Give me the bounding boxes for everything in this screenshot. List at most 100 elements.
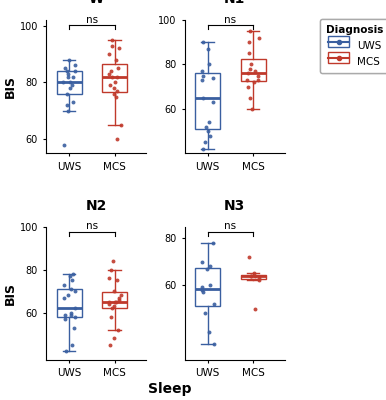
Point <box>115 45 122 52</box>
Point <box>205 128 211 134</box>
Point <box>110 90 117 97</box>
Point <box>210 99 216 106</box>
Point <box>68 310 74 316</box>
Point <box>118 292 124 299</box>
Point <box>200 289 207 295</box>
Point <box>112 299 119 305</box>
Legend: UWS, MCS: UWS, MCS <box>320 18 386 73</box>
Point <box>245 254 252 260</box>
Point <box>110 258 116 264</box>
Point <box>246 39 252 46</box>
Point <box>67 79 73 86</box>
Point <box>207 282 213 288</box>
Point <box>63 348 69 354</box>
Point <box>108 74 115 80</box>
Point <box>61 294 67 301</box>
Point <box>211 340 217 347</box>
Point <box>70 74 76 80</box>
Point <box>198 284 205 291</box>
Point <box>114 65 120 72</box>
Point <box>198 68 205 74</box>
Point <box>106 51 112 57</box>
Text: ns: ns <box>224 15 236 25</box>
Point <box>249 106 255 112</box>
Point <box>62 316 68 322</box>
Point <box>199 287 205 293</box>
Point <box>111 303 117 310</box>
Point <box>248 61 254 68</box>
Point <box>254 77 261 83</box>
Point <box>246 50 252 56</box>
Point <box>111 85 117 91</box>
Point <box>72 62 78 68</box>
Point <box>69 271 76 277</box>
Point <box>113 93 119 100</box>
Point <box>199 77 205 83</box>
Point <box>108 266 114 273</box>
Point <box>108 37 115 43</box>
Point <box>247 66 253 72</box>
Point <box>255 72 261 79</box>
Point <box>65 74 71 80</box>
Point <box>200 39 206 46</box>
Point <box>69 277 75 284</box>
Point <box>210 74 216 81</box>
Point <box>61 65 68 72</box>
Point <box>115 327 122 333</box>
Point <box>113 56 119 63</box>
Point <box>248 272 254 279</box>
Point <box>252 68 258 74</box>
Point <box>110 159 116 165</box>
Point <box>66 85 73 91</box>
Point <box>61 142 68 148</box>
Point <box>106 71 112 77</box>
Point <box>72 305 78 312</box>
Point <box>65 108 71 114</box>
Point <box>200 72 206 79</box>
Point <box>109 305 115 312</box>
Point <box>210 301 217 307</box>
Point <box>65 292 71 299</box>
Point <box>108 68 114 74</box>
Point <box>111 288 117 294</box>
Point <box>69 99 76 106</box>
Point <box>204 266 210 272</box>
Point <box>252 272 259 279</box>
Point <box>63 102 69 108</box>
Point <box>116 296 122 303</box>
Point <box>108 314 114 320</box>
Point <box>116 294 122 301</box>
Point <box>256 275 262 281</box>
Point <box>113 74 120 80</box>
Point <box>245 70 251 76</box>
Point <box>64 90 70 97</box>
PathPatch shape <box>240 275 266 279</box>
Point <box>256 277 262 284</box>
Point <box>245 84 251 90</box>
Text: ns: ns <box>224 221 236 231</box>
Point <box>113 88 120 94</box>
Point <box>205 46 211 52</box>
Title: N3: N3 <box>224 199 245 213</box>
Point <box>113 299 119 305</box>
Point <box>110 335 117 342</box>
Point <box>256 34 262 41</box>
PathPatch shape <box>57 71 81 94</box>
Point <box>117 122 124 128</box>
Point <box>69 82 75 88</box>
Point <box>71 324 77 331</box>
Point <box>69 342 75 348</box>
Point <box>206 61 212 68</box>
Point <box>113 277 120 284</box>
Y-axis label: BIS: BIS <box>4 75 17 98</box>
Point <box>247 28 253 34</box>
Point <box>251 270 257 277</box>
Point <box>247 94 253 101</box>
Point <box>67 273 73 279</box>
Point <box>66 56 72 63</box>
Title: N2: N2 <box>86 199 107 213</box>
PathPatch shape <box>240 59 266 81</box>
PathPatch shape <box>102 64 127 92</box>
Point <box>109 42 115 49</box>
Point <box>207 263 213 270</box>
